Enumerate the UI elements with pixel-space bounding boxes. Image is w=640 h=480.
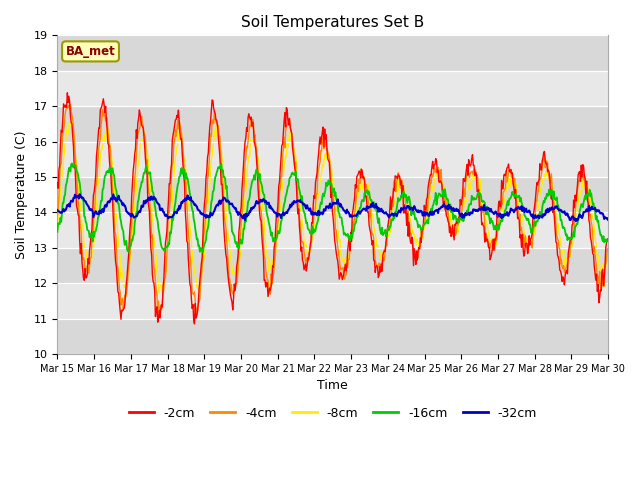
Bar xyxy=(58,213,608,248)
Legend: -2cm, -4cm, -8cm, -16cm, -32cm: -2cm, -4cm, -8cm, -16cm, -32cm xyxy=(124,402,542,425)
Bar xyxy=(58,283,608,319)
Bar xyxy=(58,142,608,177)
X-axis label: Time: Time xyxy=(317,379,348,392)
Bar xyxy=(58,71,608,106)
Title: Soil Temperatures Set B: Soil Temperatures Set B xyxy=(241,15,424,30)
Text: BA_met: BA_met xyxy=(66,45,115,58)
Y-axis label: Soil Temperature (C): Soil Temperature (C) xyxy=(15,131,28,259)
